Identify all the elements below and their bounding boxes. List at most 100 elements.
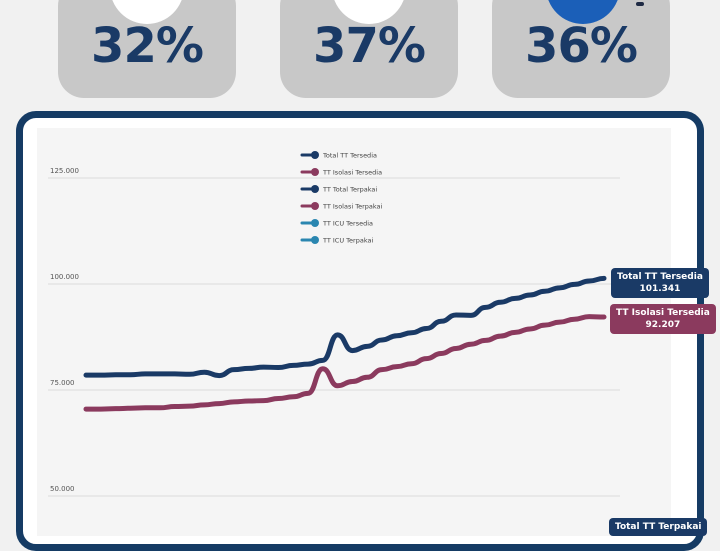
data-point [366, 376, 368, 378]
series-end-label: TT Isolasi Tersedia 92.207 [610, 304, 716, 334]
data-point [129, 374, 131, 376]
data-point [115, 408, 117, 410]
data-point [573, 283, 576, 286]
legend-item: TT ICU Terpakai [300, 236, 373, 245]
legend-marker [311, 236, 319, 244]
legend-label: Total TT Tersedia [322, 152, 377, 160]
legend-item: TT ICU Tersedia [300, 219, 373, 228]
data-point [529, 328, 531, 330]
data-point [470, 314, 472, 316]
data-point [115, 374, 117, 376]
legend-marker-icon [636, 2, 644, 6]
data-point [603, 316, 605, 318]
series-end-label: Total TT Terpakai [609, 518, 708, 536]
legend-label: TT Isolasi Terpakai [322, 203, 383, 211]
data-point [159, 407, 161, 409]
data-point [573, 318, 576, 320]
data-point [440, 320, 442, 322]
legend-marker [311, 168, 319, 176]
data-point [292, 396, 294, 398]
legend: Total TT Tersedia TT Isolasi Tersedia TT T… [300, 151, 383, 245]
data-point [174, 373, 176, 375]
end-label-title: TT Isolasi Tersedia [616, 308, 710, 318]
stat-card-2: 37% [280, 0, 458, 98]
legend-marker [311, 219, 319, 227]
data-point [455, 347, 457, 350]
data-point [248, 400, 250, 402]
data-point [144, 373, 146, 375]
y-axis-ticks: 50.000 75.000 100.000 125.000 [50, 167, 79, 493]
data-point [544, 324, 546, 326]
series-lines [83, 275, 607, 412]
stat-value: 36% [525, 18, 638, 74]
data-point [337, 385, 339, 387]
data-point [351, 349, 353, 352]
legend-label: TT ICU Tersedia [322, 220, 373, 228]
data-point [307, 392, 309, 394]
legend-label: TT Isolasi Tersedia [322, 169, 382, 177]
data-point [514, 331, 516, 333]
data-point [499, 301, 501, 303]
data-point [277, 397, 279, 400]
data-point [100, 374, 102, 376]
legend-item: TT Isolasi Terpakai [300, 202, 383, 211]
end-label-title: Total TT Tersedia [617, 272, 703, 282]
gridlines [48, 177, 620, 497]
data-point [381, 339, 383, 341]
data-point [85, 408, 87, 410]
y-tick-label: 75.000 [50, 379, 75, 387]
data-point [277, 366, 279, 369]
data-point [588, 316, 590, 318]
y-tick-label: 125.000 [50, 167, 79, 175]
legend-marker [311, 202, 319, 210]
data-point [425, 358, 427, 360]
stat-value: 37% [313, 18, 426, 74]
series-line [83, 314, 607, 412]
data-point [85, 374, 87, 376]
data-point [559, 287, 561, 289]
data-point [174, 405, 176, 408]
data-point [396, 366, 398, 368]
legend-item: Total TT Tersedia [300, 151, 377, 160]
data-point [588, 280, 590, 282]
end-label-title: Total TT Terpakai [615, 522, 702, 532]
data-point [322, 359, 324, 361]
data-point [203, 371, 205, 373]
data-point [263, 366, 265, 368]
data-point [292, 364, 294, 367]
data-point [514, 297, 516, 300]
data-point [485, 339, 487, 341]
data-point [189, 405, 191, 407]
data-point [263, 400, 265, 402]
data-point [144, 407, 146, 409]
line-chart: 50.000 75.000 100.000 125.000 Total TT Ters… [37, 128, 671, 536]
y-tick-label: 50.000 [50, 485, 75, 493]
data-point [559, 321, 561, 323]
data-point [381, 369, 383, 371]
data-point [233, 401, 235, 403]
data-point [248, 367, 250, 369]
legend-marker [311, 185, 319, 193]
data-point [529, 294, 531, 296]
data-point [100, 408, 102, 410]
data-point [603, 277, 605, 279]
data-point [322, 368, 324, 370]
data-point [159, 373, 161, 375]
legend-item: TT Isolasi Tersedia [300, 168, 382, 177]
data-point [218, 374, 220, 377]
data-point [351, 380, 353, 383]
data-point [307, 363, 309, 365]
data-point [411, 363, 413, 365]
data-point [440, 352, 442, 355]
stat-card-1: 32% [58, 0, 236, 98]
legend-marker [311, 151, 319, 159]
data-point [455, 314, 457, 316]
data-point [129, 407, 131, 409]
data-point [366, 345, 368, 347]
plot-background [37, 128, 671, 536]
data-point [203, 404, 205, 406]
end-label-value: 101.341 [639, 284, 681, 294]
data-point [544, 290, 546, 292]
stat-value: 32% [91, 18, 204, 74]
data-point [485, 306, 487, 308]
